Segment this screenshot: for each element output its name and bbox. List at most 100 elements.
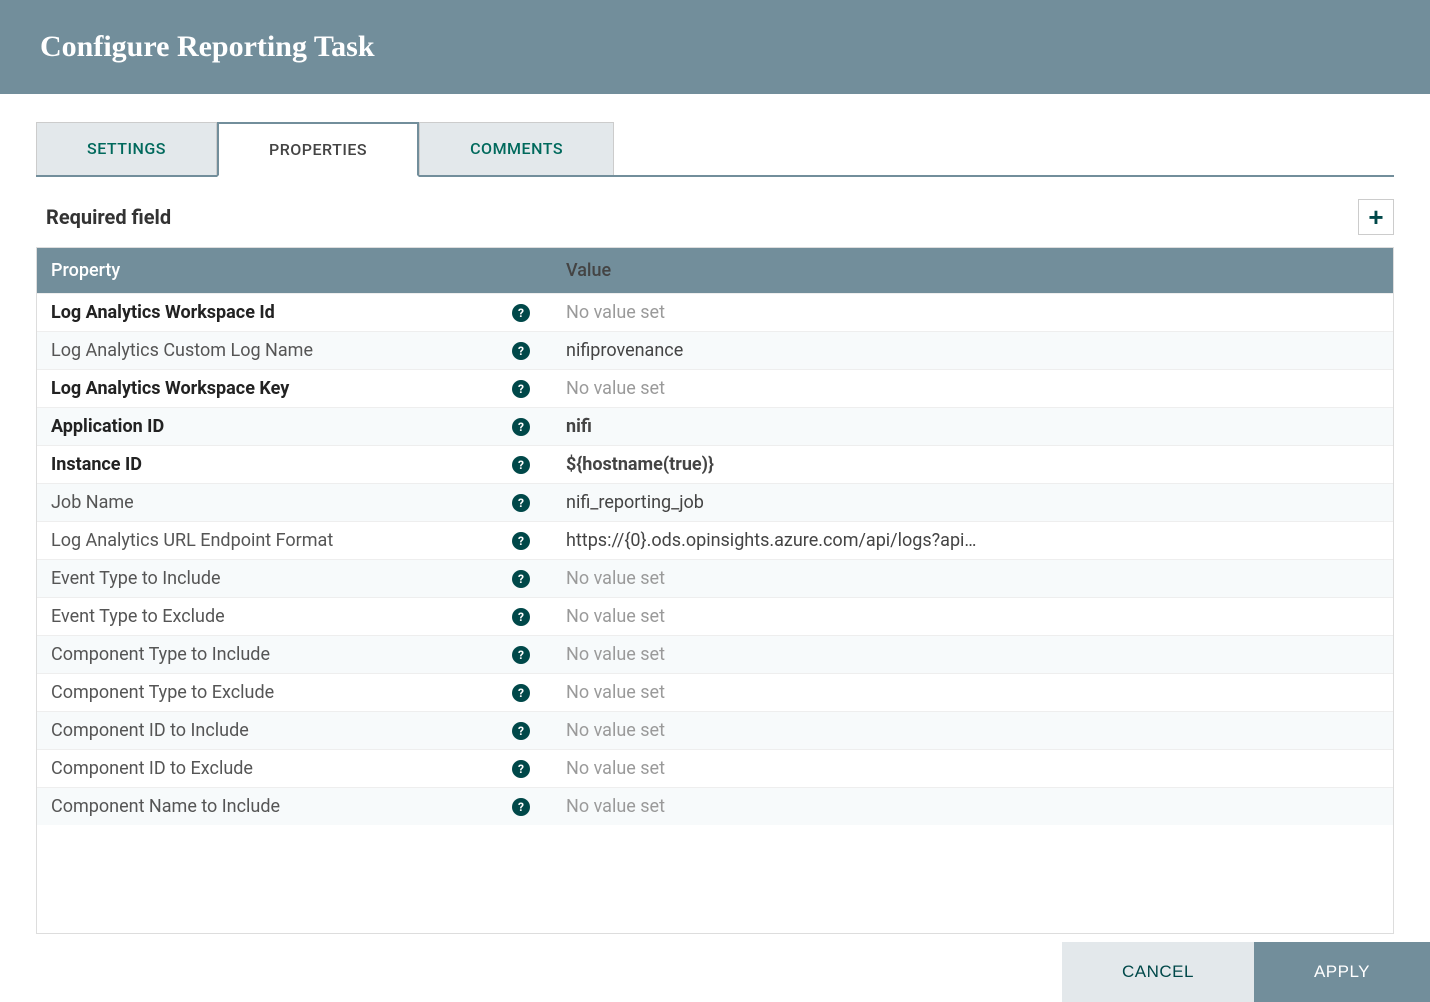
property-name: Log Analytics Custom Log Name (51, 340, 313, 361)
table-row: Event Type to Include?No value set (37, 559, 1393, 597)
property-extra-cell (1072, 294, 1393, 331)
property-name-cell: Component Name to Include? (37, 788, 552, 825)
property-name-cell: Event Type to Include? (37, 560, 552, 597)
property-name-cell: Log Analytics Custom Log Name? (37, 332, 552, 369)
property-extra-cell (1072, 712, 1393, 749)
help-icon[interactable]: ? (512, 798, 530, 816)
tab-bar: SETTINGS PROPERTIES COMMENTS (36, 122, 1394, 177)
property-extra-cell (1072, 598, 1393, 635)
help-icon[interactable]: ? (512, 570, 530, 588)
table-row: Log Analytics Custom Log Name?nifiproven… (37, 331, 1393, 369)
table-row: Component ID to Exclude?No value set (37, 749, 1393, 787)
dialog-footer: CANCEL APPLY (0, 942, 1430, 1002)
property-value-cell[interactable]: nifi_reporting_job (552, 484, 1072, 521)
table-row: Event Type to Exclude?No value set (37, 597, 1393, 635)
help-icon[interactable]: ? (512, 684, 530, 702)
property-extra-cell (1072, 408, 1393, 445)
property-extra-cell (1072, 484, 1393, 521)
property-extra-cell (1072, 560, 1393, 597)
help-icon[interactable]: ? (512, 760, 530, 778)
property-name: Event Type to Include (51, 568, 221, 589)
table-row: Component Type to Exclude?No value set (37, 673, 1393, 711)
property-name-cell: Job Name? (37, 484, 552, 521)
property-extra-cell (1072, 332, 1393, 369)
plus-icon: + (1368, 202, 1383, 232)
property-name: Event Type to Exclude (51, 606, 225, 627)
table-row: Component Name to Include?No value set (37, 787, 1393, 825)
property-value-cell[interactable]: No value set (552, 674, 1072, 711)
help-icon[interactable]: ? (512, 608, 530, 626)
property-name: Component Name to Include (51, 796, 280, 817)
property-value-cell[interactable]: No value set (552, 636, 1072, 673)
property-extra-cell (1072, 522, 1393, 559)
table-row: Instance ID?${hostname(true)} (37, 445, 1393, 483)
property-extra-cell (1072, 446, 1393, 483)
property-name-cell: Log Analytics URL Endpoint Format? (37, 522, 552, 559)
configure-reporting-task-dialog: Configure Reporting Task SETTINGS PROPER… (0, 0, 1430, 1002)
property-extra-cell (1072, 750, 1393, 787)
property-name-cell: Component ID to Exclude? (37, 750, 552, 787)
table-header-row: Property Value (37, 248, 1393, 293)
property-value-cell[interactable]: No value set (552, 712, 1072, 749)
property-value-cell[interactable]: nifiprovenance (552, 332, 1072, 369)
property-value-cell[interactable]: No value set (552, 560, 1072, 597)
property-value-cell[interactable]: ${hostname(true)} (552, 446, 1072, 483)
property-name: Log Analytics Workspace Id (51, 302, 275, 323)
property-value-cell[interactable]: No value set (552, 750, 1072, 787)
tab-properties[interactable]: PROPERTIES (217, 122, 419, 177)
property-extra-cell (1072, 370, 1393, 407)
table-rows-viewport: Log Analytics Workspace Id?No value setL… (37, 293, 1393, 833)
apply-button[interactable]: APPLY (1254, 942, 1430, 1002)
header-property: Property (37, 248, 552, 293)
property-value-cell[interactable]: nifi (552, 408, 1072, 445)
property-name-cell: Application ID? (37, 408, 552, 445)
property-value-cell[interactable]: No value set (552, 598, 1072, 635)
property-extra-cell (1072, 788, 1393, 825)
property-name-cell: Log Analytics Workspace Id? (37, 294, 552, 331)
cancel-button[interactable]: CANCEL (1062, 942, 1254, 1002)
property-value-cell[interactable]: No value set (552, 370, 1072, 407)
help-icon[interactable]: ? (512, 456, 530, 474)
property-name-cell: Instance ID? (37, 446, 552, 483)
properties-table: Property Value Log Analytics Workspace I… (36, 247, 1394, 934)
tab-settings[interactable]: SETTINGS (36, 122, 217, 175)
table-row: Job Name?nifi_reporting_job (37, 483, 1393, 521)
table-row: Log Analytics Workspace Id?No value set (37, 293, 1393, 331)
header-value: Value (552, 248, 1393, 293)
property-value-cell[interactable]: https://{0}.ods.opinsights.azure.com/api… (552, 522, 1072, 559)
help-icon[interactable]: ? (512, 380, 530, 398)
property-name: Component ID to Exclude (51, 758, 253, 779)
property-value-cell[interactable]: No value set (552, 788, 1072, 825)
property-name: Component Type to Include (51, 644, 270, 665)
required-field-label: Required field (36, 205, 171, 229)
help-icon[interactable]: ? (512, 418, 530, 436)
property-name: Application ID (51, 416, 164, 437)
property-name: Log Analytics Workspace Key (51, 378, 289, 399)
property-name: Log Analytics URL Endpoint Format (51, 530, 333, 551)
help-icon[interactable]: ? (512, 304, 530, 322)
add-property-button[interactable]: + (1358, 199, 1394, 235)
property-name-cell: Component Type to Exclude? (37, 674, 552, 711)
property-value-cell[interactable]: No value set (552, 294, 1072, 331)
help-icon[interactable]: ? (512, 646, 530, 664)
help-icon[interactable]: ? (512, 342, 530, 360)
property-name: Job Name (51, 492, 134, 513)
property-name: Instance ID (51, 454, 142, 475)
dialog-title: Configure Reporting Task (0, 0, 1430, 94)
properties-section-header: Required field + (36, 199, 1394, 235)
property-name-cell: Log Analytics Workspace Key? (37, 370, 552, 407)
table-row: Log Analytics URL Endpoint Format?https:… (37, 521, 1393, 559)
help-icon[interactable]: ? (512, 532, 530, 550)
help-icon[interactable]: ? (512, 722, 530, 740)
tab-comments[interactable]: COMMENTS (419, 122, 614, 175)
property-name: Component Type to Exclude (51, 682, 274, 703)
property-name-cell: Component Type to Include? (37, 636, 552, 673)
dialog-body: SETTINGS PROPERTIES COMMENTS Required fi… (0, 94, 1430, 934)
help-icon[interactable]: ? (512, 494, 530, 512)
property-name-cell: Component ID to Include? (37, 712, 552, 749)
property-extra-cell (1072, 674, 1393, 711)
property-name-cell: Event Type to Exclude? (37, 598, 552, 635)
table-row: Component ID to Include?No value set (37, 711, 1393, 749)
table-row: Log Analytics Workspace Key?No value set (37, 369, 1393, 407)
property-name: Component ID to Include (51, 720, 249, 741)
